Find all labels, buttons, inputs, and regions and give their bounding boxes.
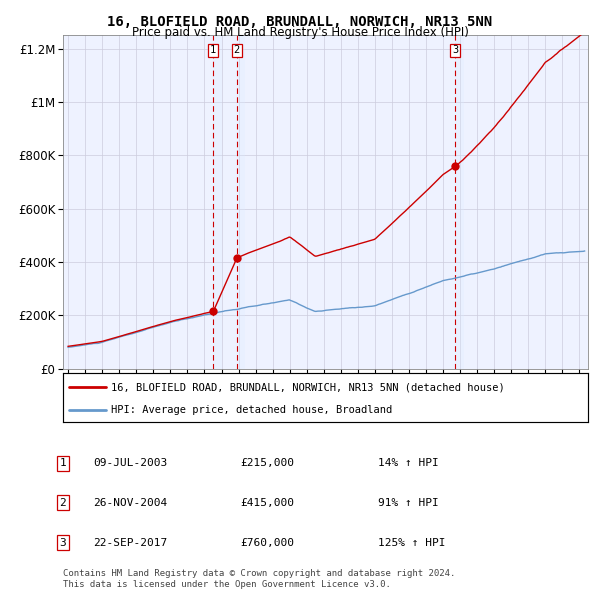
Text: 3: 3: [452, 45, 458, 55]
Text: £415,000: £415,000: [240, 498, 294, 507]
Text: 09-JUL-2003: 09-JUL-2003: [93, 458, 167, 468]
Text: HPI: Average price, detached house, Broadland: HPI: Average price, detached house, Broa…: [112, 405, 392, 415]
Text: Price paid vs. HM Land Registry's House Price Index (HPI): Price paid vs. HM Land Registry's House …: [131, 26, 469, 39]
Text: 2: 2: [59, 498, 67, 507]
Bar: [237, 35, 245, 369]
Text: 1: 1: [210, 45, 217, 55]
Bar: [455, 35, 464, 369]
Text: £760,000: £760,000: [240, 538, 294, 548]
Text: 26-NOV-2004: 26-NOV-2004: [93, 498, 167, 507]
Text: 16, BLOFIELD ROAD, BRUNDALL, NORWICH, NR13 5NN: 16, BLOFIELD ROAD, BRUNDALL, NORWICH, NR…: [107, 15, 493, 29]
Text: Contains HM Land Registry data © Crown copyright and database right 2024.: Contains HM Land Registry data © Crown c…: [63, 569, 455, 578]
Text: 22-SEP-2017: 22-SEP-2017: [93, 538, 167, 548]
Text: 91% ↑ HPI: 91% ↑ HPI: [378, 498, 439, 507]
Text: This data is licensed under the Open Government Licence v3.0.: This data is licensed under the Open Gov…: [63, 579, 391, 589]
Bar: [214, 35, 222, 369]
Text: 125% ↑ HPI: 125% ↑ HPI: [378, 538, 445, 548]
Text: £215,000: £215,000: [240, 458, 294, 468]
Text: 1: 1: [59, 458, 67, 468]
Text: 3: 3: [59, 538, 67, 548]
Text: 14% ↑ HPI: 14% ↑ HPI: [378, 458, 439, 468]
Text: 16, BLOFIELD ROAD, BRUNDALL, NORWICH, NR13 5NN (detached house): 16, BLOFIELD ROAD, BRUNDALL, NORWICH, NR…: [112, 382, 505, 392]
Text: 2: 2: [234, 45, 240, 55]
